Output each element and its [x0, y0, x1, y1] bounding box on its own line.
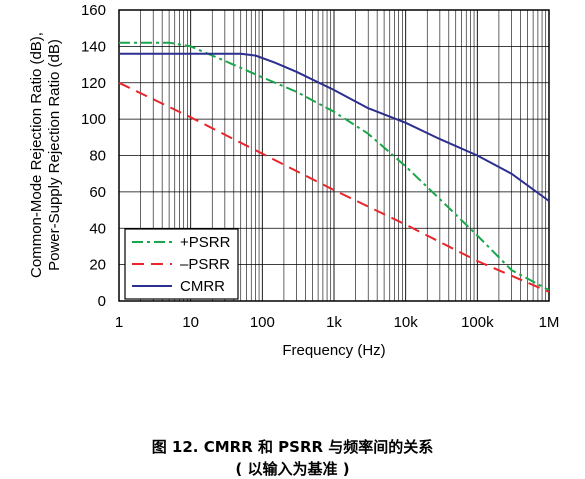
series-line-cmrr	[119, 52, 550, 202]
x-tick-label: 1	[115, 314, 123, 331]
x-tick-label: 100	[250, 314, 275, 331]
y-tick-label: 20	[89, 257, 106, 274]
plot-frame	[118, 9, 550, 302]
legend-label: –PSRR	[180, 256, 230, 273]
y-tick-label: 120	[81, 75, 106, 92]
y-axis-title-line-2: Power-Supply Rejection Ratio (dB)	[46, 39, 63, 271]
y-axis-ticks: 0 20 40 60 80 100 120 140 160	[81, 2, 106, 310]
y-tick-label: 0	[98, 293, 106, 310]
legend-box	[124, 228, 239, 300]
y-tick-label: 160	[81, 2, 106, 19]
x-tick-label: 1k	[326, 314, 342, 331]
x-axis-title: Frequency (Hz)	[282, 342, 385, 359]
y-axis-title-line-1: Common-Mode Rejection Ratio (dB),	[28, 32, 45, 278]
y-tick-label: 140	[81, 38, 106, 55]
y-tick-label: 60	[89, 184, 106, 201]
x-tick-label: 100k	[461, 314, 494, 331]
y-tick-label: 80	[89, 148, 106, 165]
series-line-psrr	[119, 41, 550, 291]
figure-caption-subtitle: ( 以输入为基准 )	[235, 460, 350, 478]
series-line-psrr	[118, 81, 550, 293]
legend-label: +PSRR	[180, 234, 231, 251]
series-lines	[118, 41, 550, 293]
x-axis-ticks: 1 10 100 1k 10k 100k 1M	[115, 314, 560, 331]
legend-label: CMRR	[180, 278, 225, 295]
x-tick-label: 10	[182, 314, 199, 331]
y-tick-label: 100	[81, 111, 106, 128]
y-tick-label: 40	[89, 220, 106, 237]
figure-caption-title: 图 12. CMRR 和 PSRR 与频率间的关系	[151, 438, 434, 456]
x-tick-label: 1M	[539, 314, 560, 331]
x-tick-label: 10k	[394, 314, 419, 331]
legend: +PSRR –PSRR CMRR	[124, 228, 239, 300]
